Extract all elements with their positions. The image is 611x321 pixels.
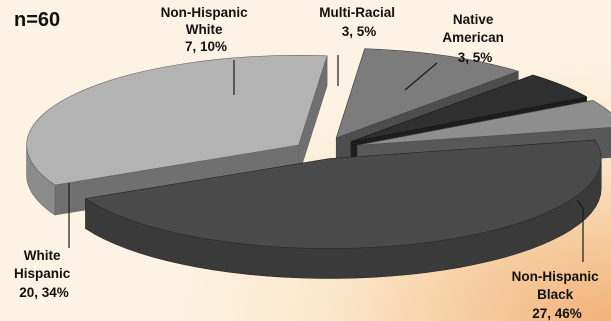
label-non-hispanic-white: Non-Hispanic White 7, 10% (161, 5, 252, 54)
leader-line-non-hispanic-black (576, 199, 584, 262)
slice-top (350, 74, 587, 142)
label-multi-racial: Multi-Racial 3, 5% (319, 5, 399, 39)
slice-top (26, 55, 328, 186)
slice-non-hispanic-black (85, 139, 602, 279)
leader-lines (68, 55, 584, 262)
slice-top (357, 100, 611, 146)
leader-line-native-american (404, 62, 438, 91)
slice-top (335, 48, 519, 139)
sample-size-label: n=60 (14, 9, 60, 31)
pie-slices (26, 48, 611, 279)
label-white-hispanic: White Hispanic 20, 34% (14, 248, 74, 300)
slice-labels: Non-Hispanic White 7, 10% Multi-Racial 3… (14, 5, 603, 321)
label-native-american: Native American 3, 5% (442, 12, 507, 65)
label-non-hispanic-black: Non-Hispanic Black 27, 46% (512, 269, 603, 321)
slice-top (85, 139, 602, 249)
